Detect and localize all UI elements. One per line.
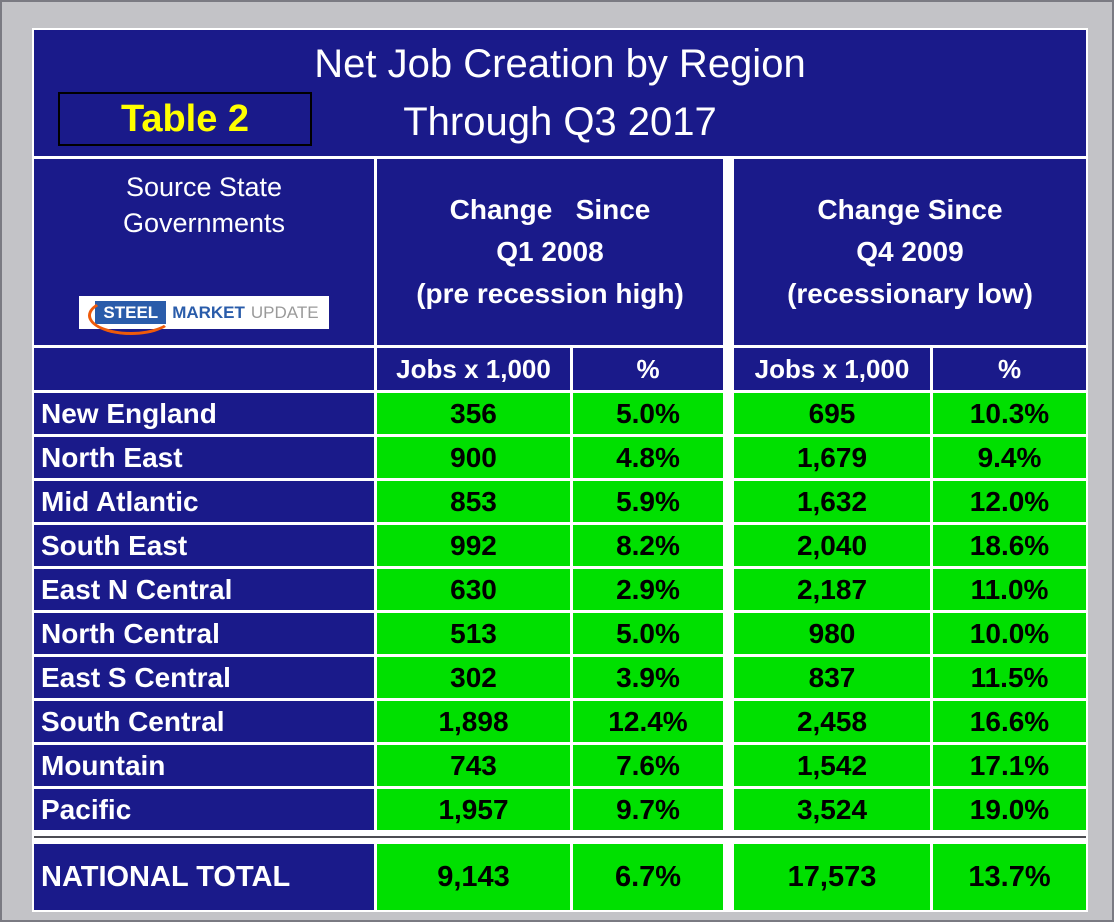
subheader-pct-2008: %	[573, 348, 723, 390]
value-pct-2008: 5.0%	[573, 393, 723, 434]
page-title-line1: Net Job Creation by Region	[314, 42, 806, 86]
value-pct-2009: 10.0%	[933, 613, 1086, 654]
column-group-change-since-q4-2009: Change Since Q4 2009 (recessionary low)	[734, 159, 1086, 345]
table-number-label: Table 2	[58, 92, 312, 146]
value-jobs-2008: 900	[377, 437, 570, 478]
table-number-text: Table 2	[120, 97, 250, 140]
value-pct-2008: 9.7%	[573, 789, 723, 830]
column-group-divider	[726, 745, 731, 786]
value-jobs-2009: 2,458	[734, 701, 930, 742]
group1-line1: Change Since	[449, 194, 651, 225]
region-label: Pacific	[34, 789, 374, 830]
column-group-divider	[726, 844, 731, 910]
value-pct-2008: 8.2%	[573, 525, 723, 566]
total-jobs-2008: 9,143	[377, 844, 570, 910]
value-jobs-2009: 2,187	[734, 569, 930, 610]
total-pct-2008: 6.7%	[573, 844, 723, 910]
value-jobs-2008: 853	[377, 481, 570, 522]
column-group-divider	[726, 789, 731, 830]
value-pct-2009: 11.0%	[933, 569, 1086, 610]
value-jobs-2008: 743	[377, 745, 570, 786]
total-pct-2009: 13.7%	[933, 844, 1086, 910]
value-jobs-2009: 1,679	[734, 437, 930, 478]
source-cell: Source State Governments STEEL MARKET UP…	[34, 159, 374, 345]
logo-market-text: MARKET	[172, 303, 245, 322]
group2-line2: Q4 2009	[856, 236, 964, 267]
column-group-divider	[726, 481, 731, 522]
subheader-jobs-2009: Jobs x 1,000	[734, 348, 930, 390]
total-separator-line	[34, 833, 1086, 841]
column-group-divider	[726, 348, 731, 390]
value-jobs-2008: 1,898	[377, 701, 570, 742]
value-pct-2009: 9.4%	[933, 437, 1086, 478]
value-jobs-2009: 1,632	[734, 481, 930, 522]
total-jobs-2009: 17,573	[734, 844, 930, 910]
job-creation-table: Table 2 Net Job Creation by Region Throu…	[32, 28, 1088, 912]
region-label: Mountain	[34, 745, 374, 786]
column-group-divider	[726, 393, 731, 434]
region-label: East S Central	[34, 657, 374, 698]
value-pct-2009: 10.3%	[933, 393, 1086, 434]
data-grid: Source State Governments STEEL MARKET UP…	[34, 159, 1086, 910]
value-pct-2009: 19.0%	[933, 789, 1086, 830]
value-jobs-2009: 695	[734, 393, 930, 434]
group2-line1: Change Since	[817, 194, 1003, 225]
value-pct-2009: 17.1%	[933, 745, 1086, 786]
region-label: Mid Atlantic	[34, 481, 374, 522]
subheader-pct-2009: %	[933, 348, 1086, 390]
value-pct-2008: 5.9%	[573, 481, 723, 522]
column-group-divider	[726, 657, 731, 698]
logo-update-text: UPDATE	[250, 303, 319, 322]
value-pct-2008: 2.9%	[573, 569, 723, 610]
value-pct-2008: 5.0%	[573, 613, 723, 654]
column-group-divider	[726, 437, 731, 478]
logo-steel-text: STEEL	[88, 296, 174, 335]
value-pct-2009: 18.6%	[933, 525, 1086, 566]
value-pct-2008: 7.6%	[573, 745, 723, 786]
value-pct-2008: 3.9%	[573, 657, 723, 698]
column-group-divider	[726, 159, 731, 345]
page-title-line2: Through Q3 2017	[403, 100, 717, 144]
column-group-divider	[726, 701, 731, 742]
value-pct-2009: 11.5%	[933, 657, 1086, 698]
value-jobs-2009: 2,040	[734, 525, 930, 566]
value-jobs-2009: 3,524	[734, 789, 930, 830]
value-pct-2009: 12.0%	[933, 481, 1086, 522]
value-jobs-2008: 1,957	[377, 789, 570, 830]
source-line2: Governments	[122, 208, 286, 239]
column-group-divider	[726, 569, 731, 610]
region-label: New England	[34, 393, 374, 434]
value-jobs-2009: 1,542	[734, 745, 930, 786]
steel-market-update-logo: STEEL MARKET UPDATE	[79, 296, 329, 335]
column-group-divider	[726, 525, 731, 566]
value-jobs-2008: 992	[377, 525, 570, 566]
group1-line2: Q1 2008	[496, 236, 604, 267]
value-jobs-2008: 302	[377, 657, 570, 698]
region-label: East N Central	[34, 569, 374, 610]
group2-line3: (recessionary low)	[787, 278, 1033, 309]
column-group-change-since-q1-2008: Change Since Q1 2008 (pre recession high…	[377, 159, 723, 345]
value-jobs-2008: 356	[377, 393, 570, 434]
column-group-divider	[726, 613, 731, 654]
region-label: North East	[34, 437, 374, 478]
value-jobs-2009: 837	[734, 657, 930, 698]
value-pct-2008: 4.8%	[573, 437, 723, 478]
subheader-blank-cell	[34, 348, 374, 390]
group1-line3: (pre recession high)	[416, 278, 684, 309]
subheader-jobs-2008: Jobs x 1,000	[377, 348, 570, 390]
source-line1: Source State	[125, 172, 283, 202]
value-pct-2008: 12.4%	[573, 701, 723, 742]
title-band: Table 2 Net Job Creation by Region Throu…	[34, 30, 1086, 156]
value-pct-2009: 16.6%	[933, 701, 1086, 742]
value-jobs-2009: 980	[734, 613, 930, 654]
national-total-label: NATIONAL TOTAL	[34, 844, 374, 910]
value-jobs-2008: 630	[377, 569, 570, 610]
value-jobs-2008: 513	[377, 613, 570, 654]
region-label: North Central	[34, 613, 374, 654]
region-label: South Central	[34, 701, 374, 742]
region-label: South East	[34, 525, 374, 566]
